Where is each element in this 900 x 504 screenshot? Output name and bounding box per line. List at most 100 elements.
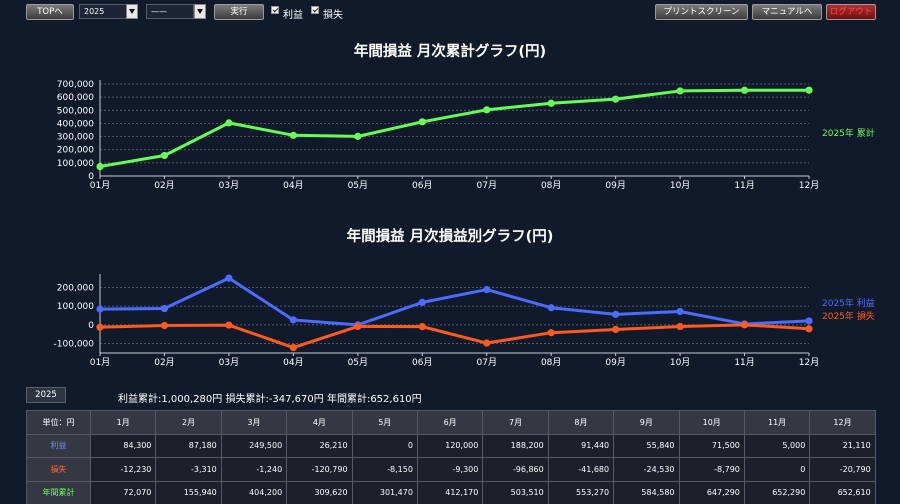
table-cell: -12,230 xyxy=(89,457,157,482)
x-tick-label: 12月 xyxy=(799,180,819,191)
x-tick-label: 03月 xyxy=(219,357,239,368)
month-dropdown-arrow-icon[interactable] xyxy=(194,4,206,19)
x-tick-label: 07月 xyxy=(477,180,497,191)
loss-checkbox-label: 損失 xyxy=(323,10,343,21)
data-point xyxy=(483,106,491,114)
data-point xyxy=(740,321,749,329)
month-select[interactable]: —— xyxy=(146,4,194,19)
data-point xyxy=(418,323,426,331)
data-point xyxy=(547,304,555,312)
data-point xyxy=(96,162,104,171)
x-tick-label: 02月 xyxy=(154,357,174,368)
data-point xyxy=(805,317,813,325)
x-tick-label: 05月 xyxy=(348,357,368,368)
table-cell: 91,440 xyxy=(547,433,615,458)
table-row: 損失 -12,230 -3,310 -1,240 -120,790 -8,150 -9,30… xyxy=(26,457,876,482)
y-tick-label: 300,000 xyxy=(57,133,94,143)
x-tick-label: 09月 xyxy=(605,180,625,191)
table-cell: 404,200 xyxy=(220,480,288,504)
data-point xyxy=(612,310,620,319)
table-cell: 503,510 xyxy=(482,480,549,504)
year-dropdown-arrow-icon[interactable] xyxy=(126,4,138,19)
year-tab[interactable]: 2025 xyxy=(26,387,66,403)
table-cell: 652,290 xyxy=(743,480,811,504)
data-point xyxy=(805,86,813,94)
data-point xyxy=(225,321,233,329)
data-point xyxy=(225,274,233,282)
data-point xyxy=(354,322,362,331)
table-row-label: 損失 xyxy=(26,457,91,482)
table-row-label: 利益 xyxy=(26,433,91,458)
run-button[interactable]: 実行 xyxy=(214,4,264,20)
data-point xyxy=(676,87,684,95)
profit-checkbox[interactable] xyxy=(271,6,279,14)
table-cell: 120,000 xyxy=(416,433,484,458)
data-point xyxy=(547,329,555,337)
table-month-header: 10月 xyxy=(678,410,745,435)
logout-button[interactable]: ログアウト xyxy=(826,4,876,20)
x-tick-label: 07月 xyxy=(477,357,497,368)
data-point xyxy=(805,325,813,333)
cumulative-chart-title: 年間損益 月次累計グラフ(円) xyxy=(353,44,547,60)
profit-loss-chart: 200,000 100,000 0 -100,000 01月 02月 03月 04月 05月 06… xyxy=(54,274,875,368)
data-point xyxy=(289,343,297,352)
x-tick-label: 12月 xyxy=(799,357,819,368)
table-cell: -8,150 xyxy=(351,457,418,482)
data-point xyxy=(612,325,620,334)
table-cell: 71,500 xyxy=(678,433,745,458)
table-cell: -3,310 xyxy=(155,457,222,482)
data-point xyxy=(160,151,169,160)
table-cell: 647,290 xyxy=(678,480,745,504)
data-point xyxy=(612,95,620,103)
data-point xyxy=(676,307,684,316)
data-point xyxy=(96,305,104,313)
table-month-header: 3月 xyxy=(220,410,288,435)
table-cell: -20,790 xyxy=(809,457,876,482)
x-tick-label: 02月 xyxy=(154,180,174,191)
x-tick-label: 08月 xyxy=(541,180,561,191)
legend-label: 2025年 利益 xyxy=(822,297,875,309)
print-screen-button[interactable]: プリントスクリーン xyxy=(655,4,748,20)
table-cell: 87,180 xyxy=(155,433,222,458)
year-select[interactable]: 2025 xyxy=(79,4,127,19)
data-point xyxy=(483,339,491,347)
loss-checkbox[interactable] xyxy=(311,6,319,14)
table-cell: 301,470 xyxy=(351,480,418,504)
data-point xyxy=(547,99,555,107)
table-month-header: 2月 xyxy=(155,410,222,435)
manual-button[interactable]: マニュアルへ xyxy=(752,4,822,20)
x-tick-label: 06月 xyxy=(412,180,432,191)
table-header-row: 単位：円 1月 2月 3月 4月 5月 6月 7月 8月 9月 10月 11月 12月 xyxy=(26,410,876,435)
data-point xyxy=(418,298,426,306)
table-cell: 72,070 xyxy=(89,480,157,504)
y-tick-label: 200,000 xyxy=(57,283,94,293)
table-cell: 26,210 xyxy=(286,433,353,458)
monthly-table: 単位：円 1月 2月 3月 4月 5月 6月 7月 8月 9月 10月 11月 12月 利益 84,300… xyxy=(26,410,876,504)
profit-loss-chart-title: 年間損益 月次損益別グラフ(円) xyxy=(346,229,554,245)
table-cell: -8,790 xyxy=(678,457,745,482)
data-point xyxy=(160,321,169,330)
data-point xyxy=(676,322,684,331)
x-tick-label: 01月 xyxy=(90,357,110,368)
table-cell: -96,860 xyxy=(482,457,549,482)
y-tick-label: 200,000 xyxy=(57,146,94,156)
series-line xyxy=(99,323,810,350)
profit-checkbox-label: 利益 xyxy=(283,10,303,21)
table-month-header: 8月 xyxy=(547,410,615,435)
table-month-header: 9月 xyxy=(613,410,680,435)
data-point xyxy=(354,132,362,140)
top-button[interactable]: TOPへ xyxy=(26,4,74,20)
data-point xyxy=(225,119,233,127)
series-line xyxy=(99,88,810,169)
table-cell: 249,500 xyxy=(220,433,288,458)
table-cell: -41,680 xyxy=(547,457,615,482)
table-cell: 5,000 xyxy=(743,433,811,458)
x-tick-label: 08月 xyxy=(541,357,561,368)
table-row: 利益 84,300 87,180 249,500 26,210 0 120,000 188,2… xyxy=(26,433,876,458)
x-tick-label: 11月 xyxy=(734,180,754,191)
x-tick-label: 11月 xyxy=(734,357,754,368)
y-tick-label: 700,000 xyxy=(57,80,94,90)
table-cell: -1,240 xyxy=(220,457,288,482)
table-cell: 84,300 xyxy=(89,433,157,458)
table-cell: -24,530 xyxy=(613,457,680,482)
